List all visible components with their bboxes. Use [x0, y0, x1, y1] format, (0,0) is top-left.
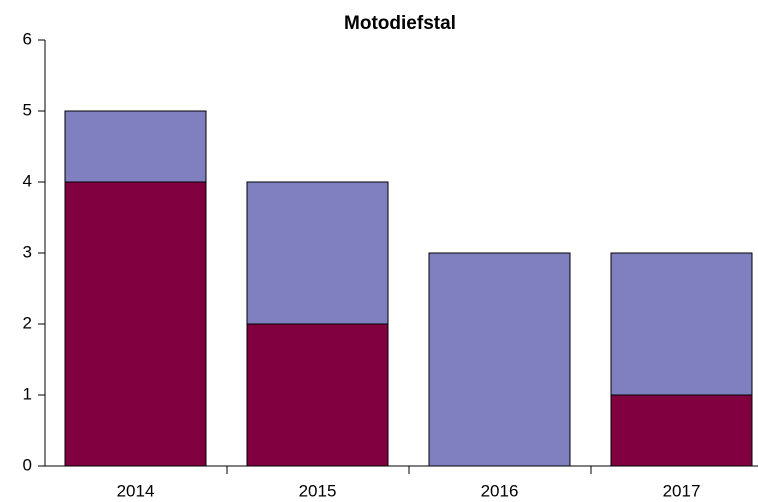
chart-title: Motodiefstal: [344, 13, 456, 34]
y-tick-label: 3: [23, 242, 32, 261]
y-tick-label: 4: [23, 171, 32, 190]
x-tick-label: 2016: [481, 481, 519, 500]
y-tick-label: 1: [23, 384, 32, 403]
x-tick-label: 2017: [663, 481, 701, 500]
y-tick-label: 2: [23, 313, 32, 332]
bar-segment: [610, 394, 753, 467]
bar-segment: [64, 181, 207, 467]
bar-segment: [64, 110, 207, 183]
bar-segment: [610, 252, 753, 396]
bar-segment: [246, 323, 389, 467]
y-tick-label: 6: [23, 29, 32, 48]
x-tick-label: 2015: [299, 481, 337, 500]
y-tick-label: 5: [23, 100, 32, 119]
y-tick-label: 0: [23, 455, 32, 474]
bar-segment: [428, 252, 571, 467]
x-tick-label: 2014: [117, 481, 155, 500]
bar-segment: [246, 181, 389, 325]
